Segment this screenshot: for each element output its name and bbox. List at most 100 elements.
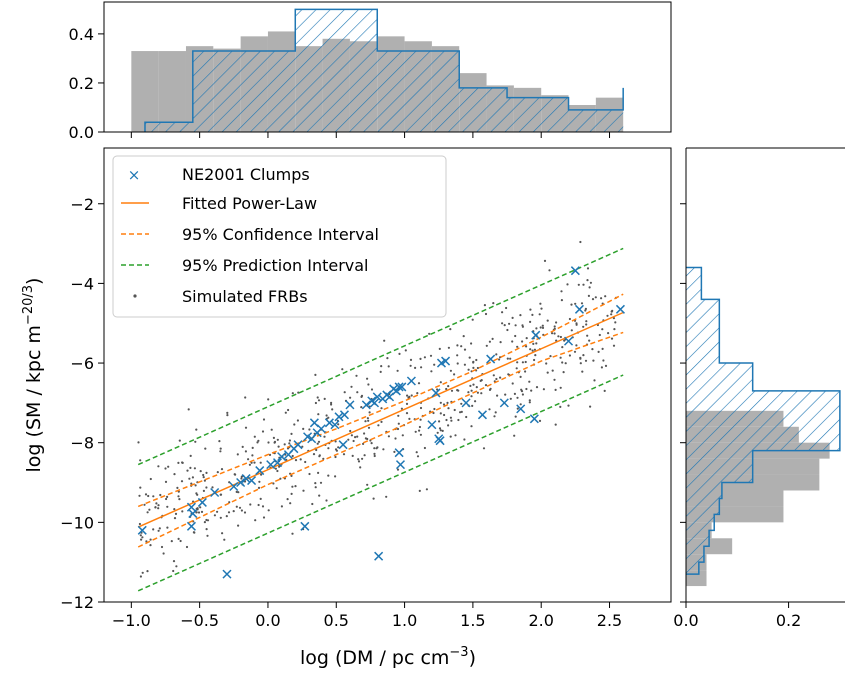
- simulated-frb-point: [460, 345, 463, 348]
- simulated-frb-point: [379, 370, 382, 373]
- simulated-frb-point: [541, 324, 544, 327]
- simulated-frb-point: [533, 348, 537, 351]
- simulated-frb-point: [154, 506, 157, 509]
- simulated-frb-point: [400, 407, 403, 410]
- clump-point: [361, 400, 371, 410]
- simulated-frb-point: [549, 355, 552, 358]
- top-hist-clump-outline: [144, 8, 624, 132]
- simulated-frb-point: [511, 340, 514, 343]
- simulated-frb-point: [586, 267, 590, 270]
- simulated-frb-point: [175, 565, 178, 568]
- simulated-frb-point: [560, 290, 563, 293]
- simulated-frb-point: [143, 632, 145, 634]
- simulated-frb-point: [604, 364, 608, 367]
- simulated-frb-point: [492, 374, 495, 377]
- simulated-frb-point: [373, 454, 376, 458]
- simulated-frb-point: [580, 302, 584, 305]
- simulated-frb-point: [335, 449, 338, 452]
- simulated-frb-point: [165, 497, 168, 501]
- simulated-frb-point: [176, 486, 179, 489]
- simulated-frb-point: [219, 516, 222, 519]
- simulated-frb-point: [409, 358, 413, 361]
- legend-label-clumps: NE2001 Clumps: [182, 165, 310, 184]
- simulated-frb-point: [474, 400, 477, 403]
- simulated-frb-point: [488, 388, 492, 391]
- clump-point: [486, 354, 496, 364]
- simulated-frb-point: [559, 405, 562, 408]
- simulated-frb-point: [449, 369, 452, 372]
- simulated-frb-point: [472, 360, 475, 363]
- simulated-frb-point: [187, 408, 190, 411]
- simulated-frb-point: [139, 534, 142, 537]
- simulated-frb-point: [442, 403, 446, 406]
- simulated-frb-point: [438, 420, 441, 423]
- simulated-frb-point: [349, 396, 352, 399]
- simulated-frb-point: [323, 435, 326, 438]
- simulated-frb-point: [582, 354, 585, 357]
- clump-point: [137, 525, 147, 535]
- simulated-frb-point: [294, 459, 298, 462]
- y-tick-label: −12: [60, 593, 94, 612]
- simulated-frb-point: [316, 396, 319, 399]
- simulated-frb-point: [367, 383, 370, 386]
- simulated-frb-point: [143, 503, 146, 506]
- simulated-frb-point: [521, 361, 525, 364]
- simulated-frb-point: [177, 495, 180, 498]
- simulated-frb-point: [570, 303, 573, 306]
- legend-item-clumps: × NE2001 Clumps: [128, 165, 310, 184]
- simulated-frb-point: [525, 345, 528, 348]
- simulated-frb-point: [506, 357, 509, 360]
- simulated-frb-point: [341, 368, 344, 371]
- simulated-frb-point: [314, 373, 317, 376]
- simulated-frb-point: [432, 411, 435, 415]
- simulated-frb-point: [433, 363, 436, 366]
- simulated-frb-point: [244, 396, 247, 399]
- simulated-frb-point: [172, 569, 175, 573]
- simulated-frb-point: [579, 356, 582, 359]
- simulated-frb-point: [195, 511, 198, 514]
- simulated-frb-point: [311, 502, 314, 506]
- simulated-frb-point: [366, 417, 369, 420]
- simulated-frb-point: [425, 488, 428, 491]
- right-histogram: 0.0 0.2: [673, 147, 845, 630]
- simulated-frb-point: [532, 342, 535, 345]
- clump-point: [188, 509, 198, 519]
- clump-point: [293, 440, 303, 450]
- clump-point: [477, 410, 487, 420]
- simulated-frb-point: [468, 356, 471, 359]
- simulated-frb-point: [193, 467, 196, 470]
- simulated-frb-point: [330, 401, 333, 404]
- clump-point: [222, 569, 232, 579]
- simulated-frb-point: [501, 311, 504, 314]
- simulated-frb-point: [447, 424, 450, 427]
- right-x-tick-label: 0.2: [776, 611, 801, 630]
- simulated-frb-point: [419, 433, 422, 436]
- x-tick-label: −0.5: [180, 611, 219, 630]
- clump-point: [372, 392, 382, 402]
- simulated-frb-point: [601, 347, 604, 350]
- simulated-frb-point: [299, 458, 302, 461]
- clump-point: [324, 418, 334, 428]
- simulated-frb-point: [587, 294, 591, 297]
- legend-label-confidence: 95% Confidence Interval: [182, 225, 379, 244]
- simulated-frb-point: [180, 480, 184, 483]
- simulated-frb-point: [343, 391, 346, 394]
- simulated-frb-point: [249, 503, 252, 506]
- simulated-frb-point: [557, 335, 560, 338]
- clump-point: [255, 466, 265, 476]
- simulated-frb-point: [274, 467, 277, 470]
- simulated-frb-point: [419, 406, 423, 410]
- simulated-frb-point: [485, 344, 488, 347]
- y-tick-label: −10: [60, 513, 94, 532]
- clump-point: [435, 436, 445, 446]
- simulated-frb-point: [535, 386, 539, 389]
- simulated-frb-point: [529, 320, 532, 323]
- simulated-frb-point: [189, 466, 192, 469]
- simulated-frb-point: [584, 359, 588, 362]
- top-hist-clump-bar: [295, 9, 378, 133]
- simulated-frb-point: [516, 407, 519, 410]
- clump-point: [516, 404, 526, 414]
- simulated-frb-point: [334, 475, 337, 478]
- simulated-frb-point: [186, 469, 189, 472]
- simulated-frb-point: [199, 506, 202, 509]
